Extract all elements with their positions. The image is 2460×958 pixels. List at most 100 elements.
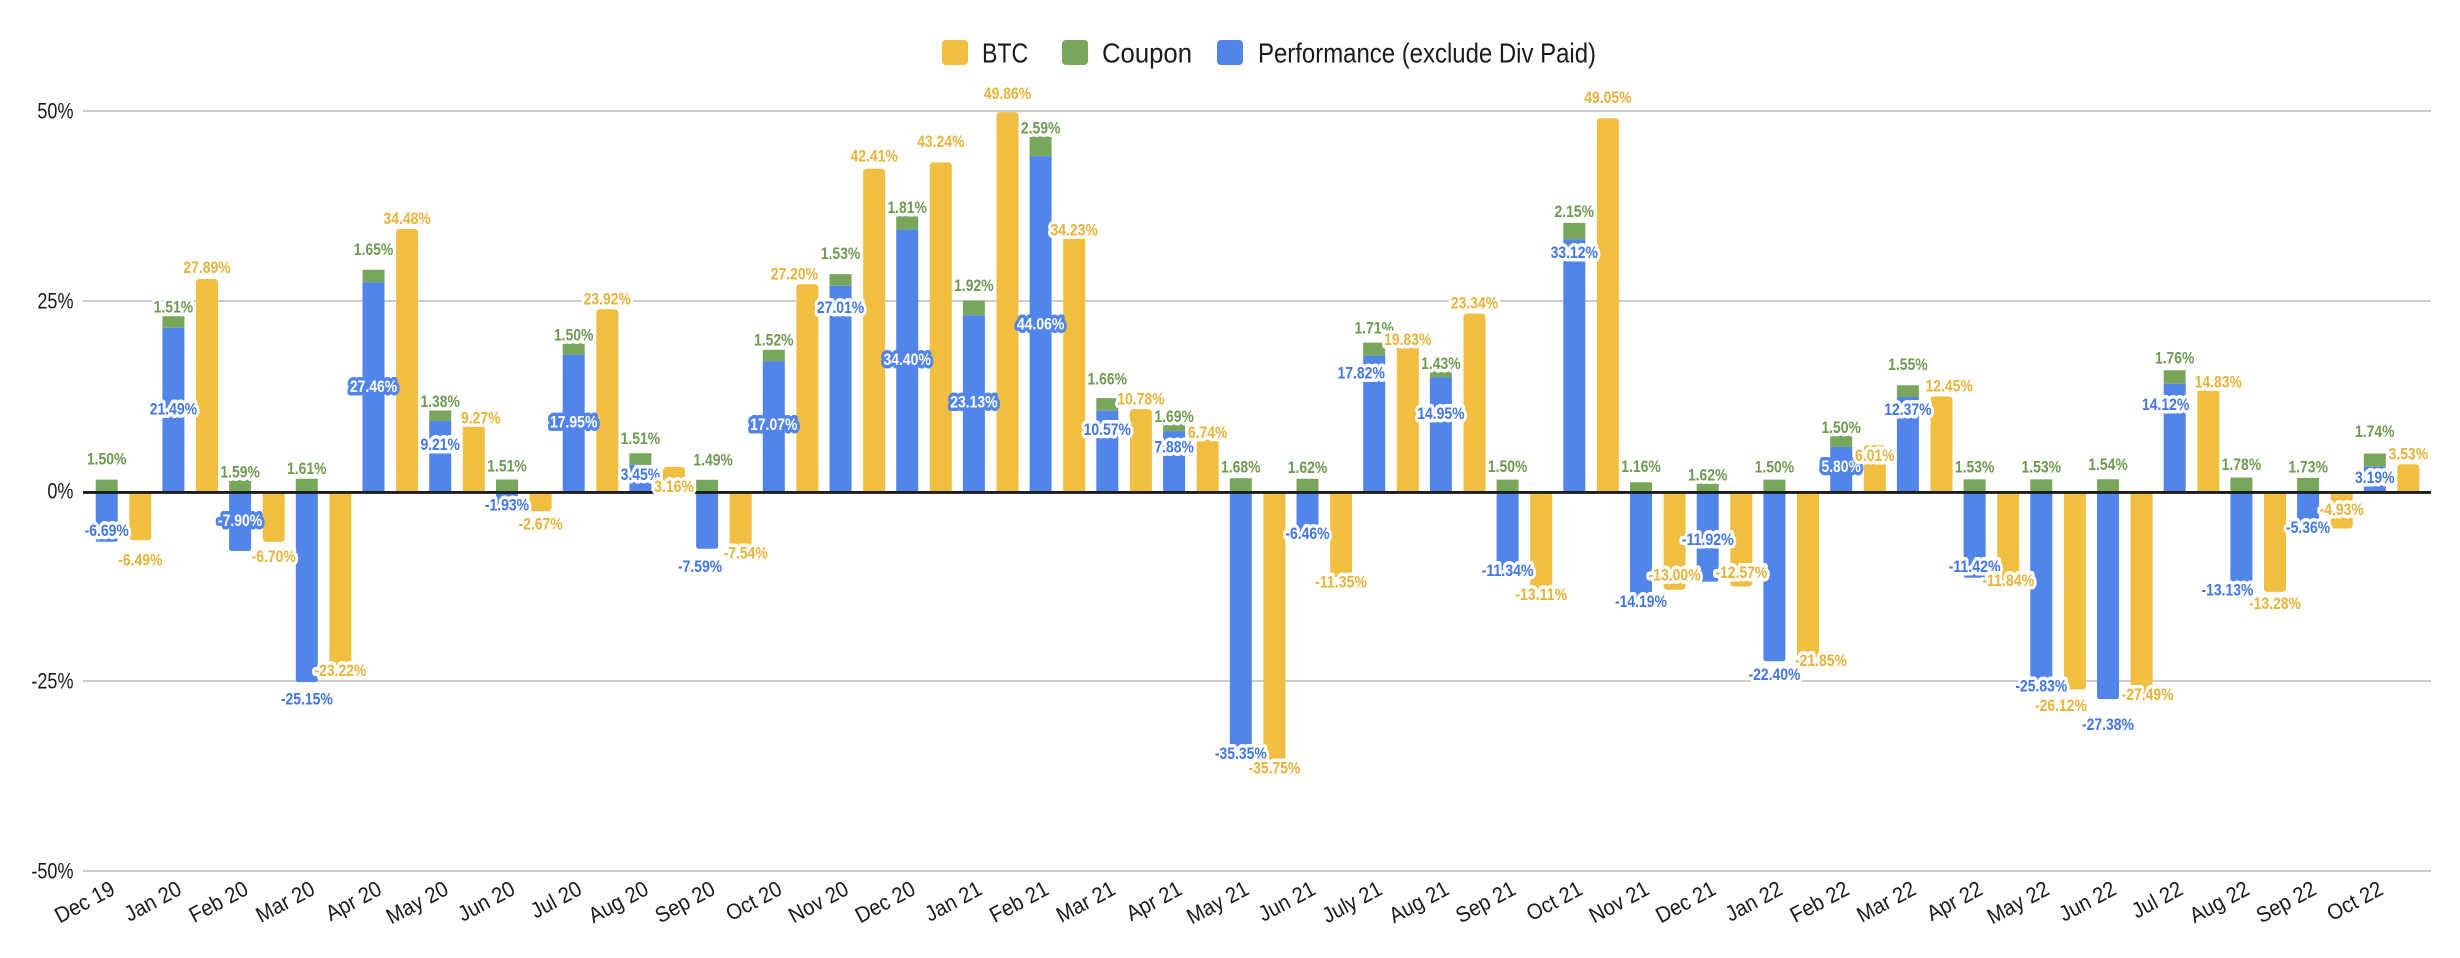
svg-text:10.78%: 10.78% [1117,390,1164,409]
svg-text:14.83%: 14.83% [2195,373,2242,392]
svg-text:3.19%: 3.19% [2355,468,2395,487]
svg-text:-11.34%: -11.34% [1482,561,1534,580]
svg-text:-13.28%: -13.28% [2249,594,2301,613]
svg-text:1.43%: 1.43% [1421,354,1461,373]
svg-text:9.27%: 9.27% [461,409,501,428]
svg-text:1.73%: 1.73% [2288,457,2328,476]
svg-text:-26.12%: -26.12% [2035,696,2087,715]
svg-text:-12.57%: -12.57% [1715,563,1767,582]
svg-text:2.59%: 2.59% [1021,119,1061,138]
svg-text:1.51%: 1.51% [154,298,194,317]
svg-text:23.34%: 23.34% [1451,294,1498,313]
svg-text:1.54%: 1.54% [2088,455,2128,474]
svg-text:-6.69%: -6.69% [85,521,129,540]
svg-text:-11.35%: -11.35% [1315,573,1367,592]
svg-text:7.88%: 7.88% [1154,438,1194,457]
svg-text:Performance (exclude Div Paid): Performance (exclude Div Paid) [1258,38,1596,69]
svg-text:1.68%: 1.68% [1221,458,1261,477]
svg-text:1.81%: 1.81% [887,198,927,217]
svg-text:-4.93%: -4.93% [2320,500,2364,519]
svg-text:1.62%: 1.62% [1688,465,1728,484]
svg-text:1.92%: 1.92% [954,276,994,295]
svg-text:27.01%: 27.01% [817,298,864,317]
svg-text:2.15%: 2.15% [1555,202,1595,221]
svg-text:-50%: -50% [31,859,73,884]
svg-text:1.50%: 1.50% [1488,457,1528,476]
svg-text:-13.13%: -13.13% [2201,580,2253,599]
svg-text:-14.19%: -14.19% [1615,592,1667,611]
svg-text:1.38%: 1.38% [420,392,460,411]
svg-text:1.50%: 1.50% [554,326,594,345]
svg-text:-1.93%: -1.93% [485,496,529,515]
svg-text:5.80%: 5.80% [1821,457,1861,476]
svg-text:-22.40%: -22.40% [1748,665,1800,684]
svg-text:1.51%: 1.51% [621,429,661,448]
svg-text:27.20%: 27.20% [771,264,818,283]
svg-text:-13.00%: -13.00% [1649,566,1701,585]
svg-text:-5.36%: -5.36% [2286,518,2330,537]
svg-text:1.69%: 1.69% [1154,407,1194,426]
svg-text:-11.84%: -11.84% [1982,571,2034,590]
svg-text:34.48%: 34.48% [383,209,430,228]
svg-text:17.95%: 17.95% [550,413,597,432]
svg-text:25%: 25% [37,289,73,314]
svg-text:21.49%: 21.49% [150,400,197,419]
svg-text:-23.22%: -23.22% [314,661,366,680]
svg-text:34.23%: 34.23% [1051,221,1098,240]
svg-text:1.78%: 1.78% [2222,455,2262,474]
svg-text:12.37%: 12.37% [1884,400,1931,419]
svg-text:1.16%: 1.16% [1621,457,1661,476]
svg-text:-7.54%: -7.54% [724,543,768,562]
svg-text:1.74%: 1.74% [2355,422,2395,441]
svg-text:1.49%: 1.49% [693,450,733,469]
svg-text:43.24%: 43.24% [917,132,964,151]
svg-text:1.50%: 1.50% [1821,418,1861,437]
svg-text:-6.70%: -6.70% [252,547,296,566]
svg-text:14.95%: 14.95% [1417,404,1464,423]
svg-text:-25.15%: -25.15% [281,690,333,709]
svg-text:27.89%: 27.89% [183,258,230,277]
svg-text:0%: 0% [47,479,73,504]
svg-text:44.06%: 44.06% [1017,314,1064,333]
svg-text:1.61%: 1.61% [287,459,327,478]
svg-text:BTC: BTC [982,38,1028,69]
svg-text:1.53%: 1.53% [1955,457,1995,476]
svg-text:1.52%: 1.52% [754,331,794,350]
svg-text:10.57%: 10.57% [1084,420,1131,439]
svg-text:-11.42%: -11.42% [1949,557,2001,576]
svg-text:1.53%: 1.53% [821,244,861,263]
svg-text:17.82%: 17.82% [1338,363,1385,382]
svg-text:Coupon: Coupon [1102,38,1192,69]
svg-text:-25%: -25% [31,669,73,694]
svg-text:50%: 50% [37,99,73,124]
svg-text:1.50%: 1.50% [1755,457,1795,476]
svg-text:1.55%: 1.55% [1888,355,1928,374]
svg-text:-11.92%: -11.92% [1682,530,1734,549]
svg-text:49.86%: 49.86% [984,84,1031,103]
svg-text:1.62%: 1.62% [1288,458,1328,477]
svg-text:1.65%: 1.65% [354,240,394,259]
svg-text:-21.85%: -21.85% [1795,651,1847,670]
svg-text:-13.11%: -13.11% [1515,585,1567,604]
svg-text:3.45%: 3.45% [621,465,661,484]
svg-text:1.76%: 1.76% [2155,349,2195,368]
svg-text:-2.67%: -2.67% [519,515,563,534]
svg-text:-6.49%: -6.49% [118,551,162,570]
svg-text:42.41%: 42.41% [850,147,897,166]
svg-text:-27.49%: -27.49% [2122,685,2174,704]
svg-text:23.13%: 23.13% [950,393,997,412]
svg-text:33.12%: 33.12% [1551,243,1598,262]
svg-text:1.53%: 1.53% [2022,457,2062,476]
svg-text:-25.83%: -25.83% [2015,677,2067,696]
svg-text:19.83%: 19.83% [1384,330,1431,349]
svg-text:49.05%: 49.05% [1584,88,1631,107]
svg-text:17.07%: 17.07% [750,415,797,434]
svg-text:1.71%: 1.71% [1354,319,1394,338]
svg-text:-7.59%: -7.59% [678,557,722,576]
svg-text:-35.75%: -35.75% [1248,759,1300,778]
svg-text:12.45%: 12.45% [1926,376,1973,395]
svg-text:-6.46%: -6.46% [1285,524,1329,543]
svg-text:9.21%: 9.21% [420,435,460,454]
svg-text:3.53%: 3.53% [2389,444,2429,463]
svg-text:6.01%: 6.01% [1855,446,1895,465]
